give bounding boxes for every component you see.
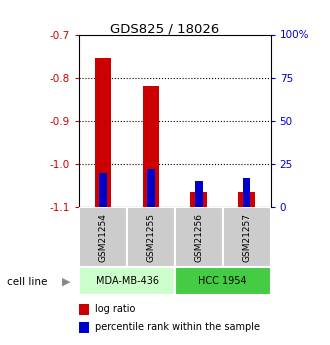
Bar	[223, 207, 271, 267]
Text: GSM21256: GSM21256	[194, 213, 203, 262]
Bar	[127, 207, 175, 267]
Text: GSM21255: GSM21255	[147, 213, 155, 262]
Bar	[79, 267, 175, 295]
Bar	[238, 192, 255, 207]
Bar	[243, 178, 250, 207]
Bar	[79, 322, 89, 333]
Text: HCC 1954: HCC 1954	[198, 276, 247, 286]
Bar	[175, 267, 271, 295]
Bar	[99, 172, 107, 207]
Bar	[79, 304, 89, 315]
Text: GDS825 / 18026: GDS825 / 18026	[110, 22, 220, 36]
Bar	[190, 192, 207, 207]
Bar	[95, 58, 112, 207]
Text: GSM21257: GSM21257	[242, 213, 251, 262]
Text: cell line: cell line	[7, 277, 47, 287]
Text: MDA-MB-436: MDA-MB-436	[96, 276, 158, 286]
Bar	[147, 169, 155, 207]
Bar	[79, 207, 127, 267]
Bar	[195, 181, 203, 207]
Bar	[143, 86, 159, 207]
Text: log ratio: log ratio	[94, 304, 135, 314]
Text: GSM21254: GSM21254	[99, 213, 108, 262]
Text: ▶: ▶	[62, 277, 71, 287]
Text: percentile rank within the sample: percentile rank within the sample	[94, 323, 259, 333]
Bar	[175, 207, 223, 267]
